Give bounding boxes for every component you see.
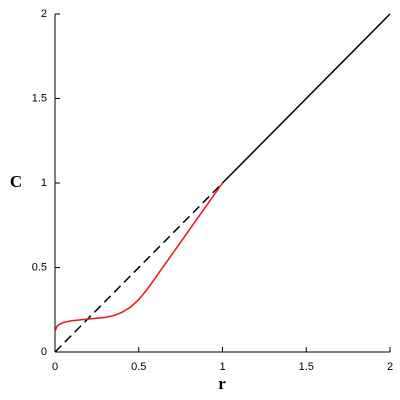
x-tick-label: 2: [387, 361, 393, 373]
x-tick-label: 1: [219, 361, 225, 373]
x-tick-label: 0.5: [131, 361, 146, 373]
line: [54, 182, 224, 353]
y-tick-label: 1.5: [32, 92, 47, 104]
x-tick-label: 1.5: [299, 361, 314, 373]
x-axis-title: r: [218, 374, 226, 393]
y-tick-label: 0: [41, 346, 47, 358]
line: [221, 13, 391, 184]
y-tick-label: 0.5: [32, 261, 47, 273]
x-tick-label: 0: [52, 361, 58, 373]
line: [54, 182, 224, 332]
y-tick-label: 1: [41, 177, 47, 189]
y-tick-label: 2: [41, 8, 47, 20]
y-axis-title: C: [10, 172, 22, 191]
